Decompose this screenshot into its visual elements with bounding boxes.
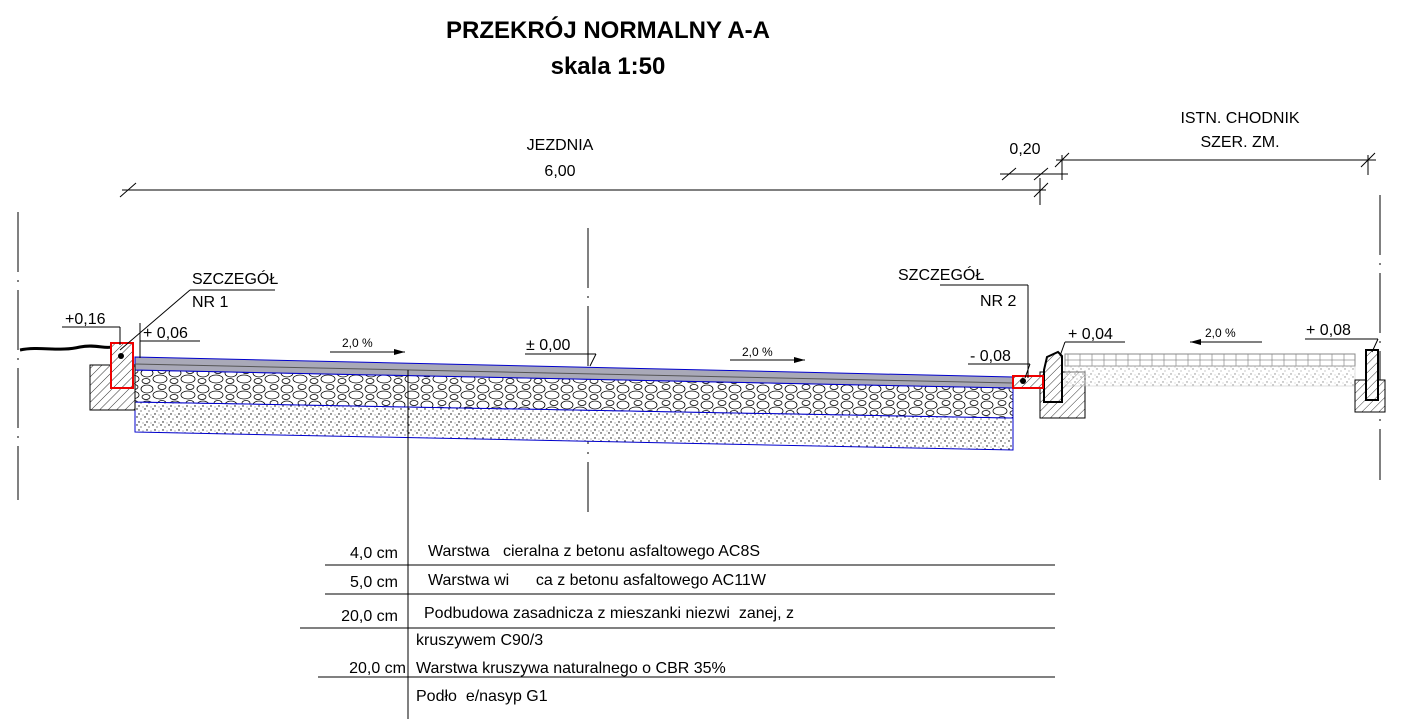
dimension-lines: JEZDNIA 6,00 0,20 ISTN. CHODNIK SZER. ZM… [120,110,1376,205]
title: PRZEKRÓJ NORMALNY A-A [446,16,770,44]
layer-description: Podło e/nasyp G1 [416,688,548,705]
layer-thickness: 4,0 cm [350,545,398,562]
left-curb [20,343,135,410]
detail-number: NR 2 [980,293,1017,310]
layer-description: kruszywem C90/3 [416,632,543,649]
detail-label: SZCZEGÓŁ [898,265,984,284]
level-label: + 0,06 [143,325,188,342]
roadway-width: 6,00 [544,163,575,180]
level-markers-part [590,354,596,366]
right-curb-part [1366,350,1378,400]
right-curb-part [1065,366,1355,386]
layer-thickness: 20,0 cm [349,660,406,677]
header: PRZEKRÓJ NORMALNY A-A skala 1:50 [446,16,770,80]
left-curb-part [20,346,111,350]
level-label: +0,16 [65,311,106,328]
cross-section-drawing: PRZEKRÓJ NORMALNY A-A skala 1:50 JEZDNIA… [0,0,1401,719]
level-label: + 0,04 [1068,326,1113,343]
layer-thickness: 20,0 cm [341,608,398,625]
level-label: + 0,08 [1306,322,1351,339]
road-structure [135,357,1013,450]
slope-markers-part [1190,339,1201,345]
layer-description: Podbudowa zasadnicza z mieszanki niezwi … [424,605,794,622]
left-curb-part [111,343,133,388]
right-curb-part [1044,352,1062,402]
level-label: ± 0,00 [526,337,570,354]
sidewalk-label: ISTN. CHODNIK [1180,110,1299,127]
slope-label: 2,0 % [1205,326,1236,340]
layer-description: Warstwa kruszywa naturalnego o CBR 35% [416,660,726,677]
layer-description: Warstwa wi ca z betonu asfaltowego AC11W [428,572,767,589]
slope-markers-part [794,357,805,363]
roadway-label: JEZDNIA [527,137,594,154]
right-curb-part [1065,354,1355,366]
sidewalk-width: SZER. ZM. [1200,134,1279,151]
layer-thickness: 5,0 cm [350,574,398,591]
slope-markers-part [394,349,405,355]
page: Przekrój normalny html,body{margin:0;pad… [0,0,1401,719]
detail-number: NR 1 [192,294,229,311]
layer-description: Warstwa cieralna z betonu asfaltowego AC… [428,543,760,560]
level-markers-part [1060,342,1065,356]
right-curb-part [1020,378,1026,384]
subtitle: skala 1:50 [551,53,666,80]
detail-label: SZCZEGÓŁ [192,269,278,288]
slope-label: 2,0 % [342,336,373,350]
gap-width: 0,20 [1009,141,1040,158]
slope-label: 2,0 % [742,345,773,359]
left-curb-part [118,353,124,359]
right-curb [1013,350,1385,418]
page-body: {"header":{"title":"PRZEKRÓJ NORMALNY A-… [0,0,1401,719]
level-label: - 0,08 [970,348,1011,365]
